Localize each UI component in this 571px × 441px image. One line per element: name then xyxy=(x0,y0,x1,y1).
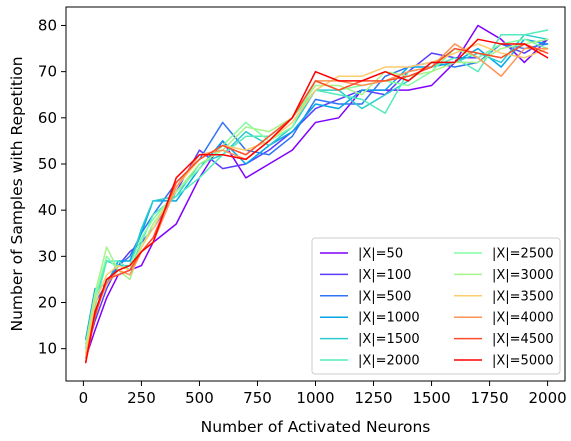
x-tick-label: 500 xyxy=(185,389,214,407)
y-tick-label: 40 xyxy=(38,201,57,219)
y-tick-label: 10 xyxy=(38,340,57,358)
x-tick-label: 750 xyxy=(243,389,272,407)
x-tick-label: 1500 xyxy=(412,389,450,407)
series-line xyxy=(84,38,549,345)
legend-label: |X|=4000 xyxy=(492,311,554,326)
legend-label: |X|=3500 xyxy=(492,289,554,304)
y-axis-ticks: 10 20 30 40 50 60 70 80 xyxy=(38,16,66,358)
x-tick-label: 1000 xyxy=(296,389,334,407)
legend-label: |X|=3000 xyxy=(492,268,554,283)
y-tick-label: 20 xyxy=(38,294,57,312)
legend-label: |X|=1000 xyxy=(358,311,420,326)
legend-label: |X|=2000 xyxy=(358,354,420,369)
legend-label: |X|=1500 xyxy=(358,332,420,347)
legend-label: |X|=100 xyxy=(358,268,411,283)
y-tick-label: 30 xyxy=(38,247,57,265)
y-tick-label: 60 xyxy=(38,109,57,127)
series-line xyxy=(84,43,549,350)
y-tick-label: 70 xyxy=(38,63,57,81)
x-tick-label: 1250 xyxy=(354,389,392,407)
series-line xyxy=(84,38,549,364)
x-tick-label: 250 xyxy=(127,389,156,407)
legend-box xyxy=(311,237,561,375)
series-lines xyxy=(84,24,549,364)
series-line xyxy=(84,43,549,364)
legend-label: |X|=500 xyxy=(358,289,411,304)
x-tick-label: 2000 xyxy=(528,389,566,407)
legend-label: |X|=50 xyxy=(358,247,403,262)
series-line xyxy=(84,43,549,355)
legend-label: |X|=4500 xyxy=(492,332,554,347)
legend-label: |X|=2500 xyxy=(492,247,554,262)
y-tick-label: 50 xyxy=(38,155,57,173)
axes: 0 250 500 750 1000 1250 1500 1750 2000 10 20 30 40 5… xyxy=(8,6,567,436)
x-tick-label: 1750 xyxy=(470,389,508,407)
legend-items: |X|=50 |X|=100 |X|=500 |X|=1000 |X|=1500 |X|=… xyxy=(320,247,554,369)
x-axis-ticks: 0 250 500 750 1000 1250 1500 1750 2000 xyxy=(79,381,567,407)
y-axis-label: Number of Samples with Repetition xyxy=(8,56,26,331)
legend: |X|=50 |X|=100 |X|=500 |X|=1000 |X|=1500 |X|=… xyxy=(311,237,561,375)
y-tick-label: 80 xyxy=(38,16,57,34)
x-tick-label: 0 xyxy=(79,389,89,407)
legend-label: |X|=5000 xyxy=(492,354,554,369)
x-axis-label: Number of Activated Neurons xyxy=(201,418,431,436)
